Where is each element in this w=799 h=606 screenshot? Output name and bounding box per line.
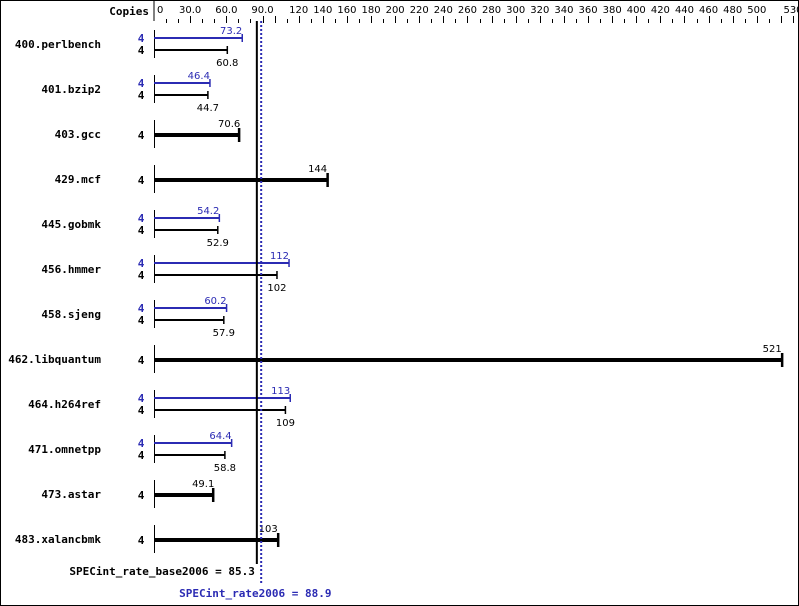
base-copies: 4 <box>138 534 145 547</box>
tick-label: 460 <box>699 5 718 16</box>
base-copies: 4 <box>138 224 145 237</box>
tick-label: 530 <box>783 5 798 16</box>
base-copies: 4 <box>138 129 145 142</box>
tick-label: 200 <box>386 5 405 16</box>
peak-summary-label: SPECint_rate2006 = 88.9 <box>179 587 331 600</box>
base-value-label: 70.6 <box>218 119 240 130</box>
peak-value-label: 60.2 <box>204 296 226 307</box>
tick-label: 300 <box>506 5 525 16</box>
base-value-label: 144 <box>308 164 327 175</box>
base-value-label: 109 <box>276 418 295 429</box>
benchmark-name: 401.bzip2 <box>41 83 101 96</box>
benchmark-name: 483.xalancbmk <box>15 533 101 546</box>
base-value-label: 60.8 <box>216 58 238 69</box>
peak-copies: 4 <box>138 392 145 405</box>
tick-label: 140 <box>313 5 332 16</box>
tick-label: 280 <box>482 5 501 16</box>
base-copies: 4 <box>138 44 145 57</box>
peak-copies: 4 <box>138 77 145 90</box>
base-value-label: 103 <box>259 524 278 535</box>
peak-copies: 4 <box>138 302 145 315</box>
peak-copies: 4 <box>138 257 145 270</box>
peak-copies: 4 <box>138 437 145 450</box>
peak-copies: 4 <box>138 212 145 225</box>
base-copies: 4 <box>138 174 145 187</box>
base-value-label: 49.1 <box>192 479 214 490</box>
tick-label: 0 <box>157 5 163 16</box>
tick-label: 90.0 <box>251 5 273 16</box>
benchmark-name: 464.h264ref <box>28 398 101 411</box>
base-value-label: 44.7 <box>197 103 219 114</box>
peak-value-label: 112 <box>270 251 289 262</box>
peak-copies: 4 <box>138 32 145 45</box>
peak-value-label: 46.4 <box>188 71 210 82</box>
base-copies: 4 <box>138 354 145 367</box>
peak-value-label: 73.2 <box>220 26 242 37</box>
base-value-label: 52.9 <box>207 238 229 249</box>
benchmark-name: 445.gobmk <box>41 218 101 231</box>
base-copies: 4 <box>138 489 145 502</box>
tick-label: 60.0 <box>215 5 237 16</box>
benchmark-name: 403.gcc <box>55 128 101 141</box>
tick-label: 240 <box>434 5 453 16</box>
base-value-label: 58.8 <box>214 463 236 474</box>
base-summary-label: SPECint_rate_base2006 = 85.3 <box>69 565 254 578</box>
benchmark-name: 473.astar <box>41 488 101 501</box>
benchmark-name: 462.libquantum <box>8 353 101 366</box>
tick-label: 180 <box>361 5 380 16</box>
tick-label: 360 <box>578 5 597 16</box>
tick-label: 340 <box>554 5 573 16</box>
tick-label: 380 <box>603 5 622 16</box>
peak-value-label: 64.4 <box>209 431 231 442</box>
tick-label: 480 <box>723 5 742 16</box>
base-value-label: 102 <box>267 283 286 294</box>
benchmark-name: 458.sjeng <box>41 308 101 321</box>
peak-value-label: 54.2 <box>197 206 219 217</box>
tick-label: 120 <box>289 5 308 16</box>
tick-label: 440 <box>675 5 694 16</box>
base-value-label: 57.9 <box>213 328 235 339</box>
tick-label: 400 <box>627 5 646 16</box>
benchmark-name: 471.omnetpp <box>28 443 101 456</box>
base-value-label: 521 <box>763 344 782 355</box>
base-copies: 4 <box>138 449 145 462</box>
benchmark-name: 429.mcf <box>55 173 101 186</box>
base-copies: 4 <box>138 404 145 417</box>
tick-label: 500 <box>747 5 766 16</box>
tick-label: 320 <box>530 5 549 16</box>
tick-label: 160 <box>337 5 356 16</box>
tick-label: 260 <box>458 5 477 16</box>
benchmark-name: 400.perlbench <box>15 38 101 51</box>
tick-label: 30.0 <box>179 5 201 16</box>
tick-label: 420 <box>651 5 670 16</box>
base-copies: 4 <box>138 89 145 102</box>
peak-value-label: 113 <box>271 386 290 397</box>
base-copies: 4 <box>138 269 145 282</box>
tick-label: 220 <box>410 5 429 16</box>
axis-label: Copies <box>109 5 149 18</box>
base-copies: 4 <box>138 314 145 327</box>
benchmark-name: 456.hmmer <box>41 263 101 276</box>
